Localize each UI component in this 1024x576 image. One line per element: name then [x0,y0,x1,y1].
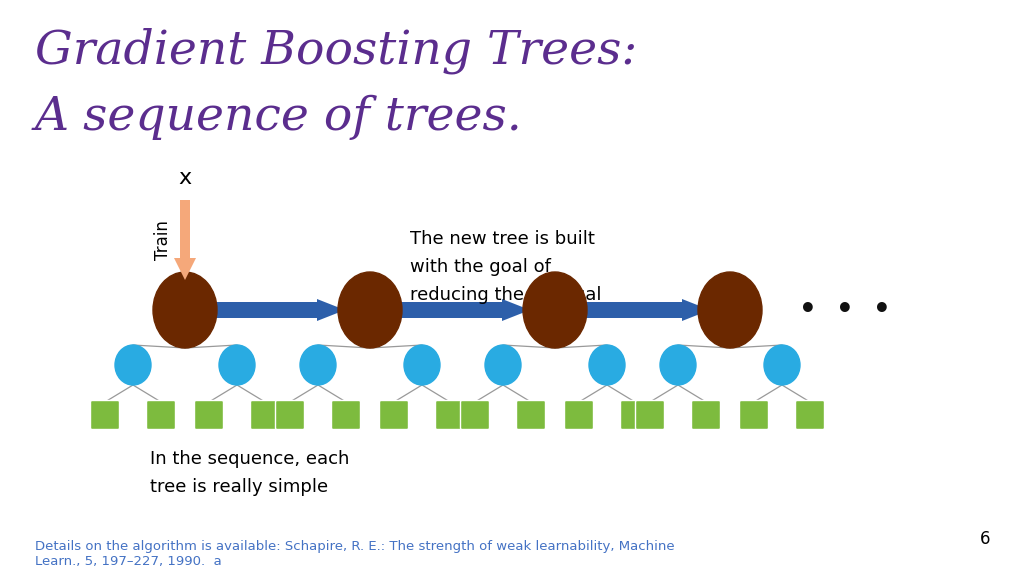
Ellipse shape [153,272,217,348]
Ellipse shape [589,345,625,385]
FancyBboxPatch shape [516,400,546,430]
FancyArrow shape [580,299,710,321]
FancyBboxPatch shape [435,400,465,430]
Text: •  •  •: • • • [799,296,891,324]
FancyBboxPatch shape [621,400,649,430]
FancyArrow shape [210,299,345,321]
Text: Details on the algorithm is available: Schapire, R. E.: The strength of weak lea: Details on the algorithm is available: S… [35,540,675,568]
Text: Train: Train [154,220,172,260]
Ellipse shape [764,345,800,385]
FancyBboxPatch shape [461,400,489,430]
FancyBboxPatch shape [146,400,175,430]
FancyBboxPatch shape [251,400,280,430]
Ellipse shape [523,272,587,348]
FancyBboxPatch shape [195,400,223,430]
FancyBboxPatch shape [796,400,824,430]
FancyBboxPatch shape [90,400,120,430]
FancyArrow shape [395,299,530,321]
Ellipse shape [300,345,336,385]
Text: 6: 6 [980,530,990,548]
FancyBboxPatch shape [636,400,665,430]
FancyArrow shape [174,200,196,280]
FancyBboxPatch shape [564,400,594,430]
Ellipse shape [660,345,696,385]
FancyBboxPatch shape [739,400,768,430]
Ellipse shape [115,345,151,385]
Ellipse shape [219,345,255,385]
Ellipse shape [404,345,440,385]
FancyBboxPatch shape [332,400,360,430]
Text: A sequence of trees.: A sequence of trees. [35,95,522,141]
FancyBboxPatch shape [691,400,721,430]
FancyBboxPatch shape [275,400,304,430]
Text: x: x [178,168,191,188]
Text: Gradient Boosting Trees:: Gradient Boosting Trees: [35,28,637,74]
Text: In the sequence, each
tree is really simple: In the sequence, each tree is really sim… [150,450,349,496]
Ellipse shape [485,345,521,385]
Ellipse shape [338,272,402,348]
FancyBboxPatch shape [380,400,409,430]
Text: The new tree is built
with the goal of
reducing the residual: The new tree is built with the goal of r… [410,230,601,304]
Ellipse shape [698,272,762,348]
